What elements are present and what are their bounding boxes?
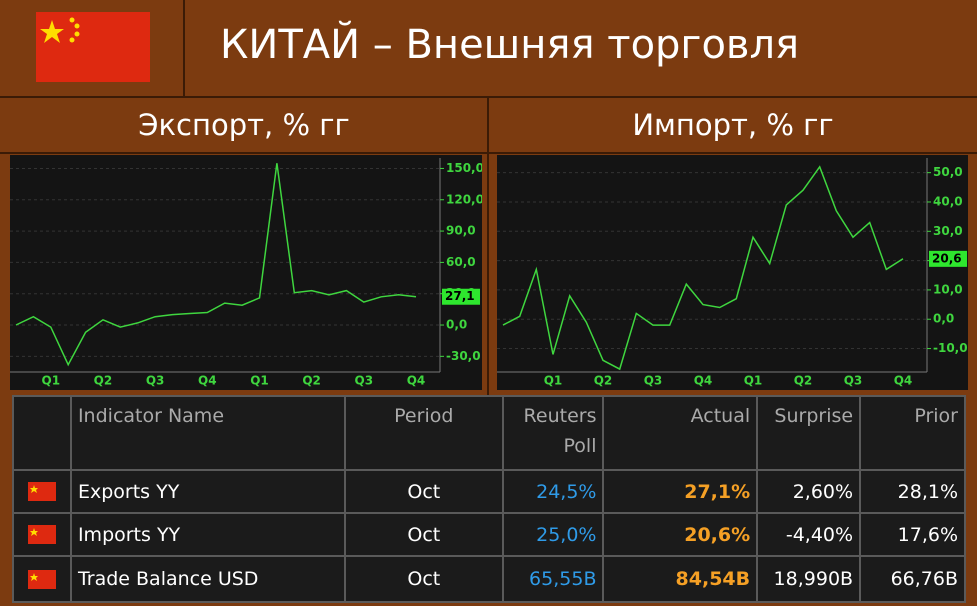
- x-tick-label: Q4: [694, 374, 713, 388]
- line-series: [502, 165, 904, 371]
- flag-cell: [12, 512, 72, 557]
- y-tick-label: 50,0: [933, 165, 963, 179]
- x-tick-label: Q2: [794, 374, 813, 388]
- table-cell: Oct: [344, 469, 504, 514]
- table-cell: 28,1%: [859, 469, 966, 514]
- flag-cell: [12, 469, 72, 514]
- divider: [487, 96, 489, 396]
- x-tick-label: Q1: [744, 374, 763, 388]
- table-cell: 2,60%: [756, 469, 862, 514]
- y-tick-label: 30,0: [933, 224, 963, 238]
- chart-title: Импорт, % гг: [632, 108, 834, 142]
- title: КИТАЙ – Внешняя торговля: [220, 22, 800, 68]
- table-cell: 27,1%: [602, 469, 759, 514]
- flag-icon: [28, 482, 56, 501]
- x-tick-label: Q1: [42, 374, 61, 388]
- column-header: Indicator Name: [69, 395, 347, 471]
- table-cell: 25,0%: [501, 512, 605, 557]
- table-cell: Exports YY: [69, 469, 347, 514]
- flag: [36, 12, 150, 82]
- flag-header: [12, 395, 72, 471]
- line-series: [15, 163, 417, 367]
- x-tick-label: Q3: [844, 374, 863, 388]
- y-tick-label: 150,0: [446, 161, 482, 175]
- x-tick-label: Q3: [146, 374, 165, 388]
- table-cell: Imports YY: [69, 512, 347, 557]
- table-row: Imports YY Oct 25,0% 20,6% -4,40% 17,6%: [12, 512, 966, 557]
- flag-cell: [12, 555, 72, 603]
- x-tick-label: Q2: [94, 374, 113, 388]
- column-header: Surprise: [756, 395, 862, 471]
- last-value-label: 27,1: [445, 289, 475, 303]
- last-value-box: [442, 288, 480, 305]
- chart-title: Экспорт, % гг: [138, 108, 350, 142]
- y-tick-label: -10,0: [933, 341, 968, 355]
- flag-icon: [28, 569, 56, 589]
- chart: -10,00,010,020,030,040,050,0Q1Q2Q3Q4Q1Q2…: [497, 155, 968, 390]
- last-value-box: [929, 250, 967, 267]
- x-tick-label: Q3: [355, 374, 374, 388]
- divider: [183, 0, 185, 96]
- y-tick-label: 90,0: [446, 224, 476, 238]
- table-cell: 66,76B: [859, 555, 966, 603]
- last-value-label: 20,6: [932, 251, 962, 265]
- table-row: Trade Balance USD Oct 65,55B 84,54B 18,990B 6…: [12, 555, 966, 603]
- flag-icon: [28, 525, 56, 544]
- column-header: Actual: [602, 395, 759, 471]
- table-cell: -4,40%: [756, 512, 862, 557]
- column-header: Period: [344, 395, 504, 471]
- x-tick-label: Q1: [544, 374, 563, 388]
- x-tick-label: Q2: [594, 374, 613, 388]
- table-row: Exports YY Oct 24,5% 27,1% 2,60% 28,1%: [12, 469, 966, 514]
- y-tick-label: -30,0: [446, 349, 481, 363]
- table: Indicator Name Period Reuters Poll Actua…: [12, 395, 966, 603]
- y-tick-label: 0,0: [446, 318, 467, 332]
- x-tick-label: Q4: [407, 374, 426, 388]
- y-tick-label: 60,0: [446, 255, 476, 269]
- chart: -30,00,030,060,090,0120,0150,0Q1Q2Q3Q4Q1…: [10, 155, 482, 390]
- table-cell: 24,5%: [501, 469, 605, 514]
- column-header: Prior: [859, 395, 966, 471]
- y-tick-label: 40,0: [933, 194, 963, 208]
- x-tick-label: Q2: [302, 374, 321, 388]
- table-cell: Trade Balance USD: [69, 555, 347, 603]
- y-tick-label: 120,0: [446, 192, 482, 206]
- table-cell: 18,990B: [756, 555, 862, 603]
- x-tick-label: Q3: [644, 374, 663, 388]
- table-cell: 84,54B: [602, 555, 759, 603]
- y-tick-label: 0,0: [933, 312, 954, 326]
- table-cell: 20,6%: [602, 512, 759, 557]
- table-cell: 65,55B: [501, 555, 605, 603]
- x-tick-label: Q4: [198, 374, 217, 388]
- x-tick-label: Q1: [250, 374, 269, 388]
- table-cell: Oct: [344, 512, 504, 557]
- table-cell: Oct: [344, 555, 504, 603]
- y-tick-label: 10,0: [933, 282, 963, 296]
- column-header: Reuters Poll: [501, 395, 605, 471]
- x-tick-label: Q4: [894, 374, 913, 388]
- table-cell: 17,6%: [859, 512, 966, 557]
